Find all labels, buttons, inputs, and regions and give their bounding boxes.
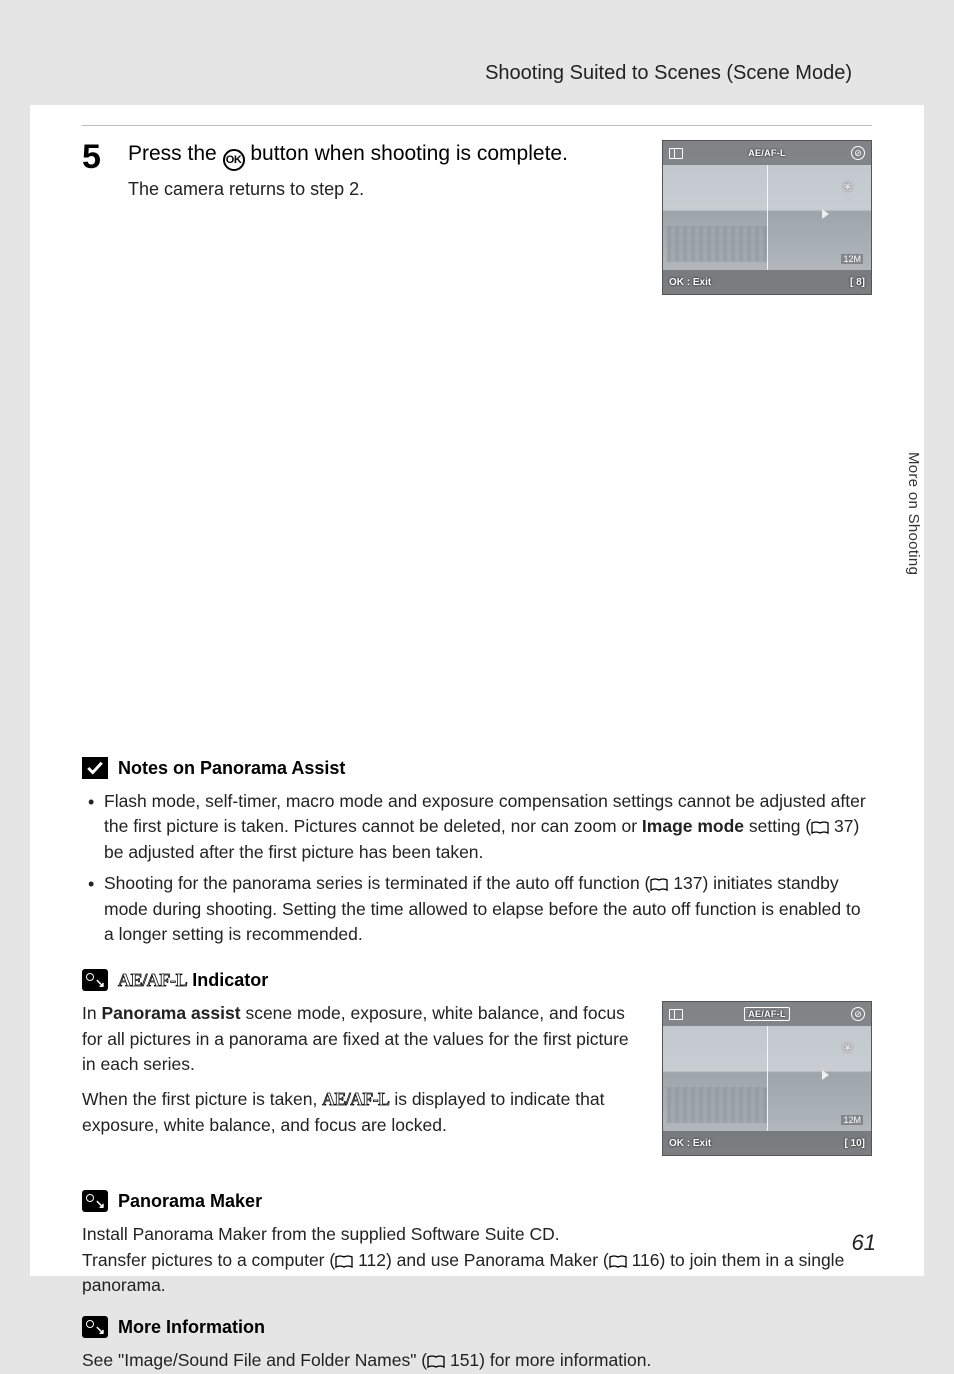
page-ref-icon [427,1355,445,1368]
page-ref-icon [811,821,829,834]
notes-heading: Notes on Panorama Assist [82,757,872,779]
aeaf-glyph: AE/AF‑L [322,1087,389,1112]
more-info-heading: More Information [82,1316,872,1338]
step-5: 5 Press the OK button when shooting is c… [82,140,872,295]
text: Press the [128,142,223,165]
text: When the first picture is taken, [82,1089,322,1109]
panorama-maker-section: Panorama Maker Install Panorama Maker fr… [82,1190,872,1298]
info-icon [82,969,108,991]
direction-arrow-icon [822,209,829,219]
header-title: Shooting Suited to Scenes (Scene Mode) [485,62,852,85]
text: setting ( [744,816,811,836]
shot-count: [ 10] [844,1138,865,1149]
divider [82,125,872,126]
panorama-icon [669,148,683,159]
step-number: 5 [82,140,112,174]
indicator-title: AE/AF‑L Indicator [118,970,268,991]
ok-exit-label: OK : Exit [669,277,711,288]
ok-exit-label: OK : Exit [669,1138,711,1149]
indicator-heading: AE/AF‑L Indicator [82,969,872,991]
lcd-topbar: AE/AF-L ⊘ [663,141,871,165]
step-text: Press the OK button when shooting is com… [128,140,646,200]
info-icon [82,1190,108,1212]
flash-off-icon: ⊘ [851,1007,865,1021]
indicator-section: AE/AF‑L Indicator In Panorama assist sce… [82,969,872,1156]
side-tab [924,368,954,442]
panorama-icon [669,1009,683,1020]
list-item: Shooting for the panorama series is term… [82,871,872,947]
flash-off-icon: ⊘ [851,146,865,160]
indicator-p1: In Panorama assist scene mode, exposure,… [82,1001,640,1077]
page-ref-icon [609,1255,627,1268]
lcd-preview-2: AE/AF-L ⊘ ❀ 12M OK : Exit [ 10] [662,1001,872,1156]
aeaf-glyph: AE/AF‑L [118,970,187,991]
lcd-topbar: AE/AF-L ⊘ [663,1002,871,1026]
more-info-section: More Information See "Image/Sound File a… [82,1316,872,1373]
tree-icon: ❀ [842,1040,853,1056]
lcd-divider [767,1026,768,1131]
image-size-label: 12M [841,254,863,264]
bold-text: Image mode [642,816,744,836]
lcd-botbar: OK : Exit [ 10] [663,1131,871,1155]
page-number: 61 [852,1230,876,1256]
page-ref-icon [650,878,668,891]
panorama-maker-line1: Install Panorama Maker from the supplied… [82,1222,872,1247]
ok-button-icon: OK [223,149,245,171]
lcd-skyline [667,226,767,262]
notes-section: Notes on Panorama Assist Flash mode, sel… [82,757,872,947]
shot-count: [ 8] [850,277,865,288]
text: See "Image/Sound File and Folder Names" … [82,1350,427,1370]
caution-check-icon [82,757,108,779]
header-band: Shooting Suited to Scenes (Scene Mode) [30,38,924,105]
text: Indicator [187,970,268,990]
panorama-maker-title: Panorama Maker [118,1191,262,1212]
indicator-text-col: In Panorama assist scene mode, exposure,… [82,1001,640,1138]
lcd-botbar: OK : Exit [ 8] [663,270,871,294]
step-heading: Press the OK button when shooting is com… [128,140,646,171]
text: button when shooting is complete. [245,142,568,165]
bold-text: Panorama assist [101,1003,240,1023]
notes-title: Notes on Panorama Assist [118,758,345,779]
direction-arrow-icon [822,1070,829,1080]
more-info-title: More Information [118,1317,265,1338]
indicator-p2: When the first picture is taken, AE/AF‑L… [82,1087,640,1138]
text: 112) and use Panorama Maker ( [353,1250,609,1270]
content: 5 Press the OK button when shooting is c… [30,105,924,1374]
text: 151) for more information. [445,1350,651,1370]
panorama-maker-heading: Panorama Maker [82,1190,872,1212]
lcd-skyline [667,1087,767,1123]
list-item: Flash mode, self-timer, macro mode and e… [82,789,872,865]
more-info-line: See "Image/Sound File and Folder Names" … [82,1348,872,1373]
notes-list: Flash mode, self-timer, macro mode and e… [82,789,872,947]
lcd-divider [767,165,768,270]
info-icon [82,1316,108,1338]
image-size-label: 12M [841,1115,863,1125]
text: Shooting for the panorama series is term… [104,873,650,893]
indicator-row: In Panorama assist scene mode, exposure,… [82,1001,872,1156]
lcd-preview-1: AE/AF-L ⊘ ❀ 12M OK : Exit [ 8] [662,140,872,295]
page: Shooting Suited to Scenes (Scene Mode) M… [30,38,924,1276]
panorama-maker-line2: Transfer pictures to a computer ( 112) a… [82,1248,872,1299]
page-ref-icon [335,1255,353,1268]
text: In [82,1003,101,1023]
step-subtext: The camera returns to step 2. [128,179,646,200]
tree-icon: ❀ [842,179,853,195]
ae-lock-label-boxed: AE/AF-L [744,1007,790,1021]
ae-lock-label: AE/AF-L [748,148,786,158]
text: Transfer pictures to a computer ( [82,1250,335,1270]
